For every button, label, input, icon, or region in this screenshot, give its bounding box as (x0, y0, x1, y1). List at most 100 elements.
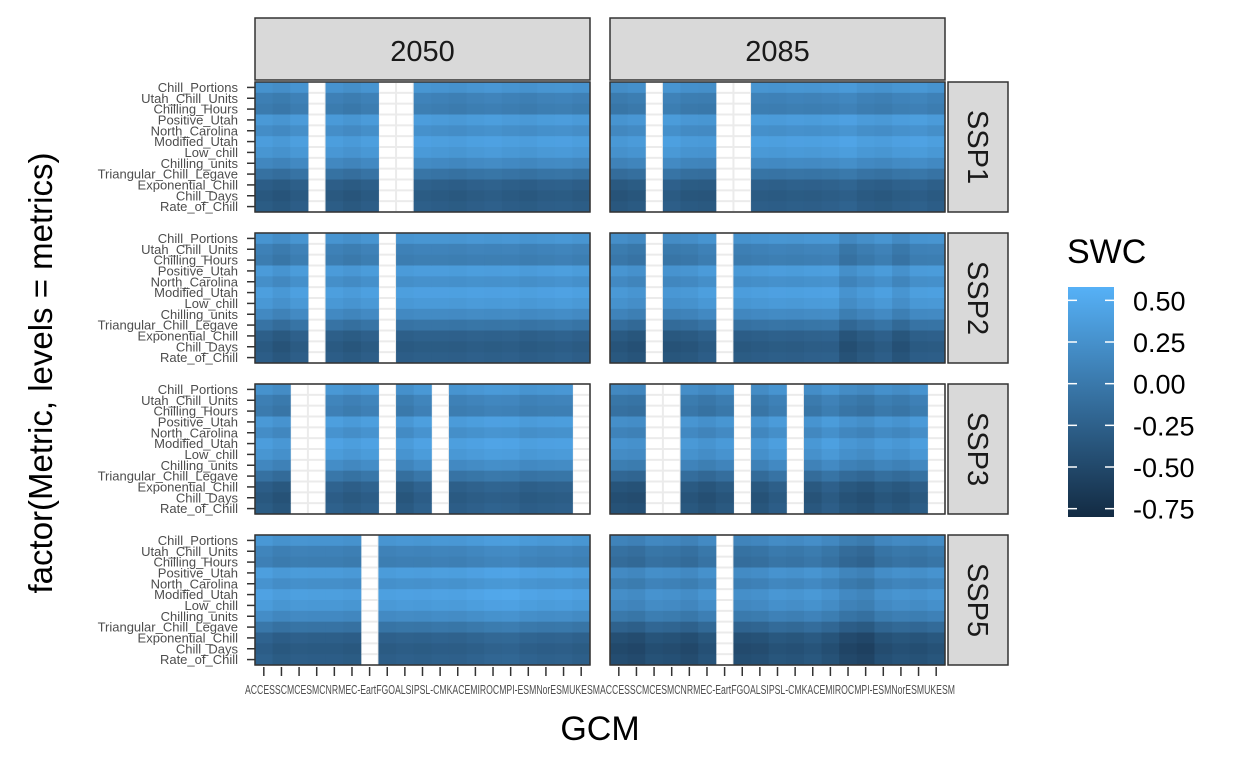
heatmap-cell (466, 632, 485, 644)
heatmap-cell (519, 545, 538, 558)
heatmap-cell (927, 600, 946, 612)
heatmap-cell (909, 492, 928, 504)
heatmap-cell (272, 643, 291, 655)
heatmap-cell (413, 147, 432, 159)
heatmap-cell (821, 352, 840, 364)
heatmap-cell (554, 114, 573, 126)
heatmap-cell (484, 92, 503, 105)
heatmap-cell (431, 157, 450, 170)
heatmap-cell (751, 621, 770, 633)
heatmap-cell (343, 254, 362, 266)
heatmap-cell (501, 103, 520, 115)
heatmap-cell (466, 233, 485, 245)
heatmap-cell (821, 535, 840, 547)
heatmap-cell (484, 179, 503, 191)
heatmap-cell (325, 470, 344, 482)
heatmap-cell (909, 103, 928, 115)
heatmap-cell (680, 265, 699, 277)
heatmap-cell (501, 179, 520, 191)
heatmap-cell (803, 632, 823, 644)
heatmap-cell (396, 632, 415, 644)
heatmap-cell (554, 190, 573, 202)
heatmap-cell (786, 190, 805, 202)
heatmap-cell (680, 276, 699, 288)
heatmap-cell (501, 394, 520, 407)
heatmap-cell (909, 535, 928, 547)
heatmap-cell (927, 276, 946, 288)
heatmap-cell (484, 438, 503, 450)
heatmap-cell (360, 125, 379, 137)
heatmap-cell (360, 298, 379, 310)
heatmap-cell (272, 578, 291, 590)
y-tick-label: Chilling_Hours (153, 253, 238, 268)
heatmap-cell (874, 492, 893, 504)
heatmap-cell (892, 405, 911, 417)
heatmap-cell (255, 470, 274, 482)
heatmap-cell (501, 114, 520, 126)
heatmap-cell (501, 254, 520, 266)
heatmap-cell (909, 503, 928, 515)
heatmap-cell (892, 438, 911, 450)
heatmap-cell (290, 179, 309, 191)
heatmap-cell (272, 114, 291, 126)
legend-tick-label: -0.25 (1133, 411, 1195, 441)
heatmap-cell (537, 621, 556, 633)
heatmap-cell (537, 416, 556, 428)
heatmap-cell (768, 610, 787, 623)
heatmap-cell (715, 427, 734, 439)
heatmap-cell (768, 438, 787, 450)
heatmap-cell (610, 103, 629, 115)
heatmap-cell (501, 545, 520, 558)
heatmap-cell (698, 470, 717, 482)
heatmap-cell (627, 330, 646, 342)
heatmap-cell (627, 82, 646, 94)
heatmap-cell (610, 481, 629, 493)
heatmap-cell (537, 600, 556, 612)
heatmap-cell (768, 567, 787, 579)
heatmap-cell (448, 600, 468, 612)
heatmap-cell (627, 190, 646, 202)
heatmap-cell (821, 567, 840, 579)
heatmap-cell (572, 352, 591, 364)
heatmap-cell (892, 394, 911, 407)
heatmap-cell (484, 545, 503, 558)
heatmap-cell (519, 136, 538, 148)
heatmap-cell (431, 545, 450, 558)
heatmap-cell (255, 276, 274, 288)
heatmap-cell (484, 319, 503, 331)
heatmap-cell (645, 600, 664, 612)
heatmap-cell (325, 82, 344, 94)
heatmap-cell (413, 308, 432, 321)
heatmap-cell (572, 610, 591, 623)
heatmap-cell (751, 265, 770, 277)
heatmap-cell (325, 416, 344, 428)
heatmap-cell (360, 352, 379, 364)
heatmap-cell (343, 243, 362, 256)
heatmap-cell (360, 308, 379, 321)
heatmap-cell (413, 503, 432, 515)
heatmap-cell (803, 578, 823, 590)
heatmap-cell (698, 103, 717, 115)
heatmap-cell (572, 556, 591, 568)
heatmap-cell (431, 643, 450, 655)
heatmap-cell (839, 352, 858, 364)
heatmap-cell (448, 341, 468, 353)
heatmap-cell (698, 545, 717, 558)
heatmap-cell (909, 416, 928, 428)
heatmap-cell (751, 589, 770, 601)
heatmap-cell (892, 319, 911, 331)
heatmap-cell (662, 125, 682, 137)
heatmap-cell (751, 92, 770, 105)
heatmap-cell (272, 265, 291, 277)
heatmap-cell (892, 103, 911, 115)
heatmap-cell (680, 492, 699, 504)
heatmap-cell (325, 190, 344, 202)
heatmap-cell (448, 287, 468, 299)
heatmap-cell (554, 481, 573, 493)
heatmap-cell (839, 287, 858, 299)
heatmap-cell (662, 243, 682, 256)
heatmap-cell (572, 600, 591, 612)
heatmap-cell (839, 330, 858, 342)
y-tick-label: Modified_Utah (154, 285, 238, 300)
heatmap-cell (698, 578, 717, 590)
